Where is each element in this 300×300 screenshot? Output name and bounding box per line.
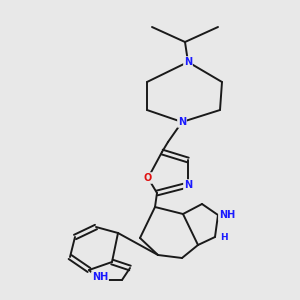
Text: N: N [184, 57, 192, 67]
Text: NH: NH [92, 272, 108, 282]
Text: H: H [220, 232, 228, 242]
Text: N: N [178, 117, 186, 127]
Text: N: N [184, 180, 192, 190]
Text: O: O [144, 173, 152, 183]
Text: NH: NH [219, 210, 235, 220]
